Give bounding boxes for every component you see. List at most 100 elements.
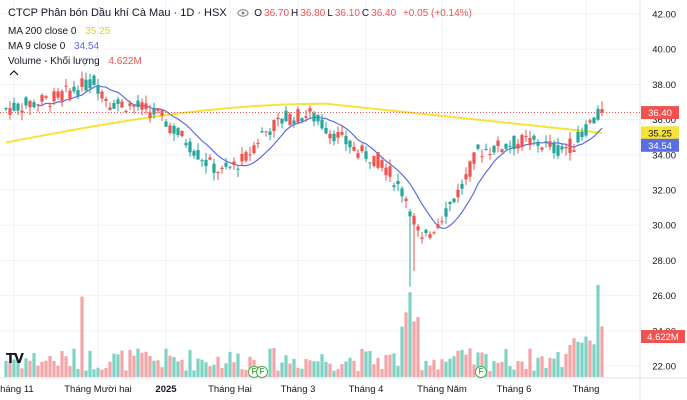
candle-body (312, 113, 316, 122)
volume-bar (180, 359, 184, 377)
volume-bar (236, 353, 240, 377)
candle-body (248, 154, 252, 156)
candle-body (240, 153, 244, 162)
candle-body (524, 135, 528, 137)
volume-bar (324, 361, 328, 377)
tradingview-logo[interactable]: TV (6, 352, 24, 367)
ohlc-key-o: O (254, 8, 263, 19)
volume-bar (352, 360, 356, 377)
candle-body (468, 161, 472, 177)
candle-body (68, 90, 72, 99)
volume-bar (296, 367, 300, 377)
volume-bar (500, 361, 504, 377)
candle-body (340, 132, 344, 135)
candle-body (376, 152, 380, 168)
volume-bar (300, 368, 304, 377)
volume-bar (588, 340, 592, 377)
event-marker-icon[interactable]: F (256, 366, 268, 378)
candle-body (300, 118, 304, 122)
volume-bar (392, 353, 396, 377)
volume-legend[interactable]: Volume - Khối lượng 4.622M (8, 56, 144, 67)
candle-body (40, 95, 44, 102)
volume-bar (416, 317, 420, 377)
candle-body (236, 168, 240, 170)
volume-bar (124, 370, 128, 377)
volume-bar (132, 355, 136, 377)
candle-body (20, 110, 24, 113)
y-tick-label: 26.00 (652, 291, 676, 302)
candle-body (480, 156, 484, 158)
candle-body (200, 160, 204, 162)
y-tick-label: 34.00 (652, 150, 676, 161)
candle-body (60, 91, 64, 101)
candle-body (424, 229, 428, 233)
volume-bar (208, 366, 212, 377)
volume-bar (548, 357, 552, 377)
x-tick-label: Tháng 6 (497, 384, 532, 395)
event-marker-icon[interactable]: F (475, 366, 487, 378)
candle-body (384, 167, 388, 176)
candle-body (600, 108, 604, 113)
volume-bar (364, 351, 368, 377)
volume-bar (204, 362, 208, 377)
volume-bar (428, 365, 432, 377)
candle-body (84, 79, 88, 91)
volume-bar (200, 359, 204, 377)
candle-body (148, 112, 152, 119)
symbol-title: CTCP Phân bón Dầu khí Cà Mau · 1D · HSX (8, 7, 227, 19)
candle-body (548, 141, 552, 147)
volume-bar (156, 360, 160, 377)
candle-body (192, 151, 196, 156)
candle-body (328, 133, 332, 139)
ma200-legend[interactable]: MA 200 close 0 35.25 (8, 26, 112, 37)
candle-body (492, 145, 496, 153)
candle-body (272, 119, 276, 132)
candle-body (256, 142, 260, 144)
candle-body (260, 131, 264, 133)
candle-body (500, 149, 504, 152)
candle-body (196, 150, 200, 160)
volume-bar (540, 356, 544, 377)
volume-bar (116, 354, 120, 377)
volume-bar (516, 361, 520, 377)
volume-bar (400, 326, 404, 377)
eye-icon[interactable] (237, 8, 249, 18)
volume-bar (368, 350, 372, 377)
volume-bar (288, 363, 292, 377)
collapse-legend-button[interactable] (8, 69, 20, 80)
candle-body (168, 125, 172, 134)
volume-bar (148, 355, 152, 377)
volume-bar (32, 353, 36, 377)
volume-bar (88, 350, 92, 377)
ma9-legend[interactable]: MA 9 close 0 34.54 (8, 41, 101, 52)
volume-bar (68, 366, 72, 377)
volume-bar (472, 364, 476, 377)
candle-body (504, 143, 508, 149)
volume-bar (332, 370, 336, 377)
candle-body (244, 152, 248, 161)
candle-body (96, 85, 100, 94)
candle-body (544, 141, 548, 143)
volume-bar (408, 292, 412, 377)
candle-body (56, 91, 60, 98)
candle-body (572, 150, 576, 152)
volume-bar (440, 359, 444, 377)
volume-bar (484, 354, 488, 377)
volume-bar (8, 361, 12, 377)
volume-bar (48, 356, 52, 377)
candle-body (188, 141, 192, 153)
volume-bar (340, 364, 344, 377)
candle-body (428, 234, 432, 238)
candle-body (144, 103, 148, 110)
volume-bar (192, 370, 196, 377)
candle-body (568, 138, 572, 153)
volume-bar (292, 358, 296, 377)
x-tick-label: Tháng 11 (0, 384, 34, 395)
volume-bar (576, 341, 580, 377)
candle-body (164, 121, 168, 127)
volume-bar (544, 368, 548, 377)
volume-bar (40, 361, 44, 377)
x-tick-label: Tháng Mười hai (64, 384, 132, 395)
ma200-value: 35.25 (85, 26, 111, 37)
